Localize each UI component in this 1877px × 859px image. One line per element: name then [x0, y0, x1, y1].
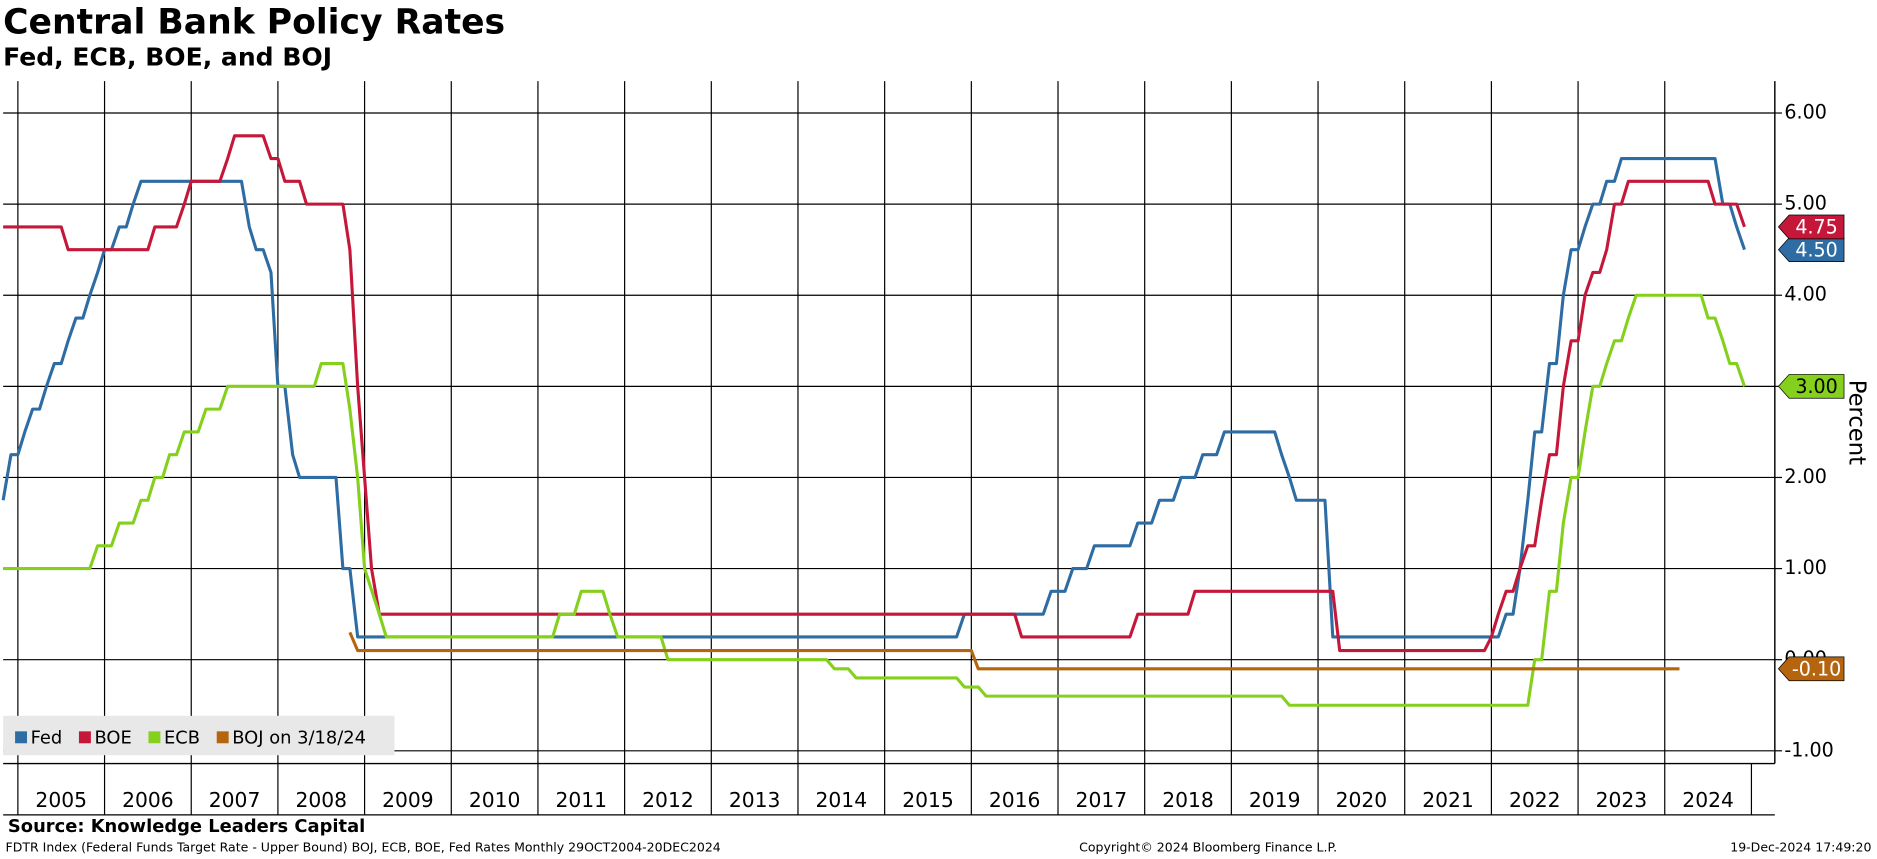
series-line: [1, 157, 1746, 639]
x-tick-label: 2011: [555, 788, 607, 812]
footer-right: 19-Dec-2024 17:49:20: [1730, 840, 1871, 855]
last-value-tag: [1777, 237, 1845, 262]
y-tick-label: 5.00: [1784, 193, 1826, 215]
last-value-label: 4.50: [1795, 239, 1837, 261]
legend-swatch: [15, 731, 28, 744]
legend-box: [3, 715, 395, 756]
x-tick-label: 2005: [35, 788, 87, 812]
chart-subtitle: Fed, ECB, BOE, and BOJ: [3, 42, 332, 71]
x-tick-label: 2021: [1422, 788, 1474, 812]
legend-swatch: [148, 731, 161, 744]
x-tick-label: 2016: [989, 788, 1041, 812]
series-line: [3, 293, 1746, 707]
footer-center: Copyright© 2024 Bloomberg Finance L.P.: [1079, 840, 1337, 855]
x-tick-label: 2007: [209, 788, 261, 812]
legend-swatch: [78, 731, 91, 744]
x-tick-label: 2009: [382, 788, 434, 812]
series-line: [348, 631, 1680, 671]
source: Source: Knowledge Leaders Capital: [8, 816, 365, 837]
legend: Fed BOE ECB BOJ on 3/18/24: [3, 715, 395, 756]
x-tick-label: 2018: [1162, 788, 1214, 812]
x-tick-label: 2020: [1336, 788, 1388, 812]
series-line: [3, 134, 1746, 653]
x-tick-label: 2014: [816, 788, 868, 812]
last-value-tag: [1777, 214, 1845, 240]
y-tick-label: -1.00: [1784, 739, 1833, 761]
footer-left: FDTR Index (Federal Funds Target Rate - …: [6, 840, 721, 855]
y-tick-label: 1.00: [1784, 557, 1826, 579]
last-value-tag: [1777, 374, 1845, 399]
x-tick-label: 2019: [1249, 788, 1301, 812]
y-tick-label: 6.00: [1784, 102, 1826, 124]
last-value-label: 4.75: [1795, 217, 1837, 239]
y-tick-label: 4.00: [1784, 284, 1826, 306]
legend-label: BOE: [94, 728, 131, 749]
plot-lines: [1, 134, 1746, 707]
x-tick-label: 2012: [642, 788, 694, 812]
x-tick-label: 2013: [729, 788, 781, 812]
x-tick-label: 2023: [1596, 788, 1648, 812]
x-tick-label: 2022: [1509, 788, 1561, 812]
x-tick-label: 2010: [469, 788, 521, 812]
last-value-label: 3.00: [1795, 376, 1837, 398]
chart-title: Central Bank Policy Rates: [3, 2, 505, 42]
legend-swatch: [216, 731, 229, 744]
x-tick-label: 2006: [122, 788, 174, 812]
last-value-label: -0.10: [1792, 658, 1841, 680]
legend-label: Fed: [31, 728, 63, 749]
x-tick-label: 2024: [1682, 788, 1734, 812]
axes: Percent -1.000.001.002.003.004.005.006.0…: [3, 81, 1869, 816]
x-tick-label: 2015: [902, 788, 954, 812]
x-tick-label: 2017: [1076, 788, 1128, 812]
y-axis-label: Percent: [1843, 380, 1869, 465]
x-tick-label: 2008: [295, 788, 347, 812]
legend-label: ECB: [164, 728, 200, 749]
legend-label: BOJ on 3/18/24: [232, 728, 366, 749]
last-value-tags: 4.504.75 3.00 -0.10: [1777, 214, 1845, 682]
grid: [3, 81, 1775, 764]
y-tick-label: 2.00: [1784, 466, 1826, 488]
last-value-tag: [1777, 656, 1845, 682]
